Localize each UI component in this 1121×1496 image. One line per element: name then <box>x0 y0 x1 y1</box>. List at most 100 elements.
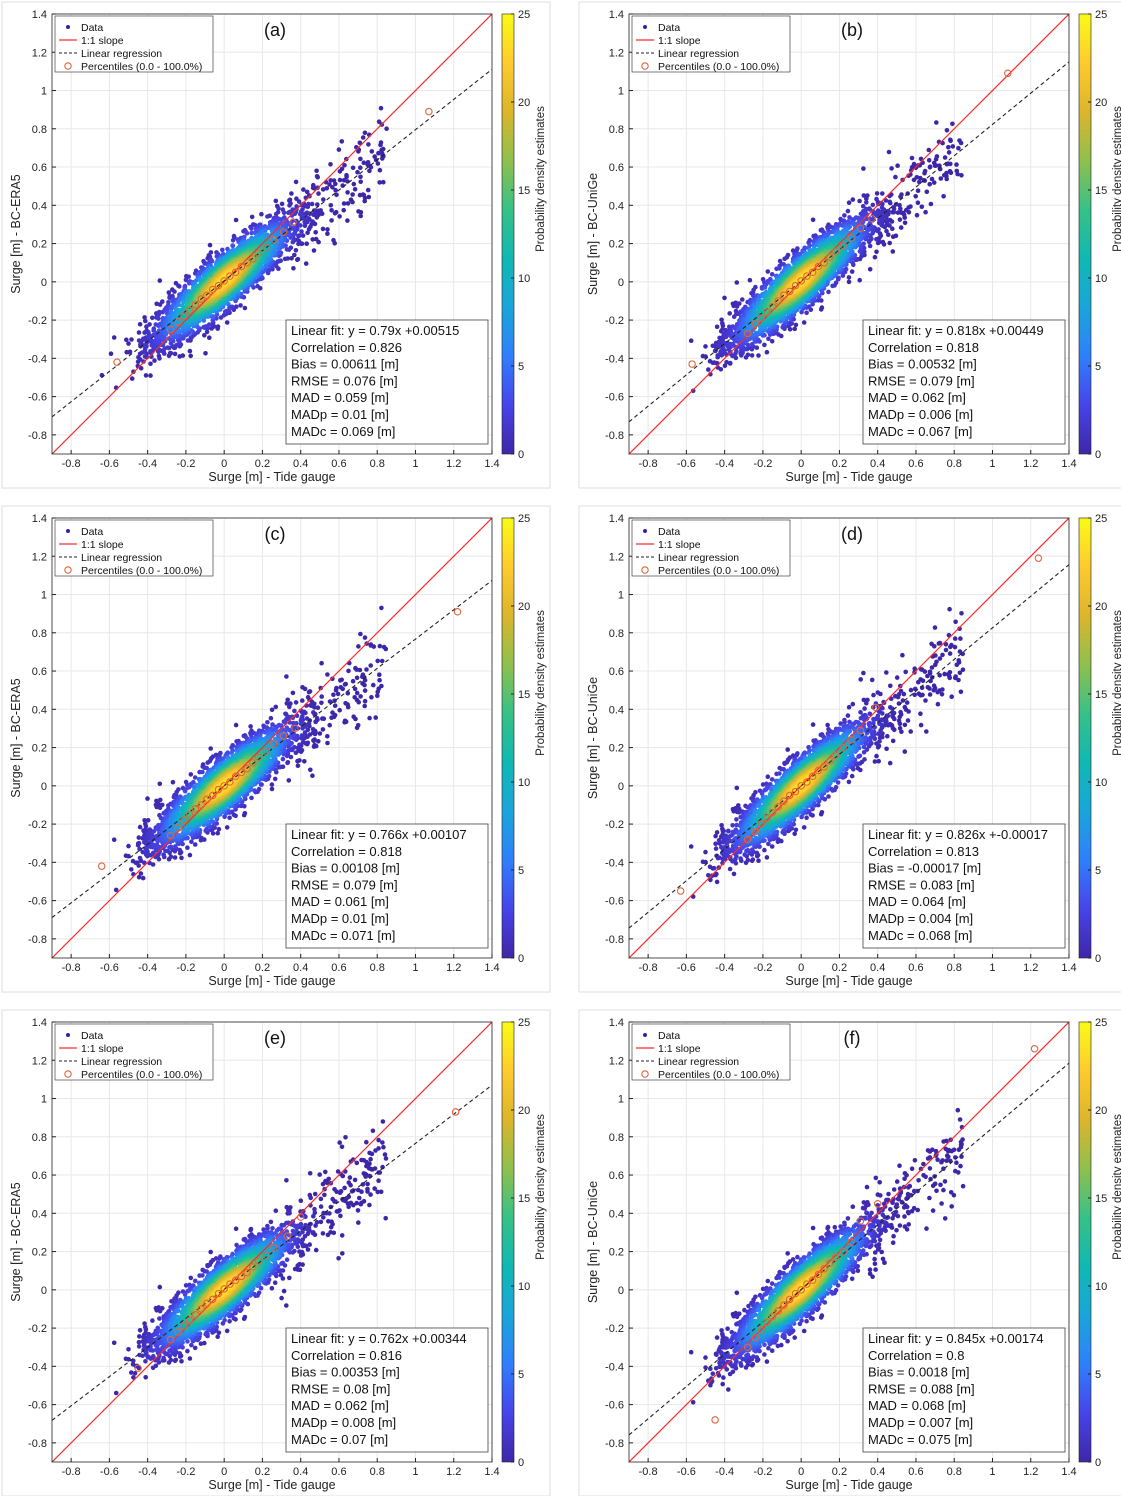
data-point <box>924 189 930 195</box>
data-point <box>298 211 303 217</box>
data-point <box>846 279 852 285</box>
data-point <box>365 187 371 193</box>
data-point <box>172 351 178 357</box>
y-tick-label: -0.6 <box>28 392 47 404</box>
data-point <box>143 373 149 378</box>
data-point <box>309 201 315 207</box>
data-point <box>784 254 790 260</box>
y-tick-label: 0.2 <box>32 239 47 251</box>
data-point <box>174 333 179 339</box>
data-point <box>337 169 343 174</box>
data-point <box>956 145 961 151</box>
data-point <box>278 217 284 222</box>
stats-box: Linear fit: y = 0.79x +0.00515Correlatio… <box>285 319 489 445</box>
data-point <box>284 247 290 252</box>
panel-title: (a) <box>264 20 286 40</box>
x-tick-label: 0.4 <box>293 458 308 470</box>
data-point <box>377 180 383 185</box>
data-point <box>242 305 248 311</box>
data-point <box>249 226 254 231</box>
data-point <box>233 217 239 223</box>
data-point <box>244 230 250 236</box>
data-point <box>141 359 146 364</box>
data-point <box>314 168 319 174</box>
data-point <box>801 320 807 325</box>
data-point <box>893 174 898 180</box>
data-point <box>378 142 383 148</box>
data-point <box>874 191 880 196</box>
data-point <box>263 263 269 268</box>
data-point <box>724 359 729 365</box>
data-point <box>793 322 799 328</box>
data-point <box>325 227 330 232</box>
data-point <box>234 304 239 310</box>
data-point <box>207 322 212 327</box>
data-point <box>857 198 862 204</box>
data-point <box>186 274 191 280</box>
stats-line: Bias = 0.00611 [m] <box>291 357 399 372</box>
data-point <box>267 213 273 218</box>
y-tick-label: -0.8 <box>28 430 47 442</box>
data-point <box>311 248 317 253</box>
data-point <box>215 324 221 329</box>
y-tick-label: 0.4 <box>32 200 47 212</box>
data-point <box>224 320 230 325</box>
data-point <box>166 336 171 341</box>
data-point <box>843 266 849 272</box>
data-point <box>889 166 894 171</box>
data-point <box>714 324 720 330</box>
data-point <box>888 200 893 206</box>
data-point <box>313 230 319 235</box>
data-point <box>165 345 170 350</box>
x-tick-label: 1 <box>412 458 418 470</box>
data-point <box>842 213 847 218</box>
data-point <box>330 185 335 190</box>
data-point <box>177 284 182 289</box>
data-point <box>357 140 363 146</box>
data-point <box>915 188 921 193</box>
data-point <box>292 252 297 258</box>
data-point <box>872 254 878 260</box>
colorbar-label: Probability density estimates <box>535 106 547 252</box>
data-point <box>357 192 363 198</box>
data-point <box>167 350 173 356</box>
data-point <box>762 342 767 348</box>
data-point <box>857 277 862 283</box>
data-point <box>769 339 775 344</box>
data-point <box>108 351 114 357</box>
data-point <box>923 209 928 215</box>
data-point <box>137 322 143 327</box>
data-point <box>148 349 153 354</box>
data-point <box>703 344 708 349</box>
data-point <box>895 163 900 168</box>
data-point <box>377 167 383 173</box>
data-point <box>148 373 153 378</box>
data-point <box>870 202 876 208</box>
data-point <box>938 176 944 181</box>
data-point <box>874 249 879 255</box>
data-point <box>131 369 136 375</box>
y-tick-label: 1 <box>41 86 47 98</box>
data-point <box>867 243 873 249</box>
data-point <box>177 354 182 359</box>
data-point <box>129 376 135 381</box>
data-point <box>871 212 876 218</box>
data-point <box>311 212 316 217</box>
x-tick-label: -0.2 <box>176 458 195 470</box>
data-point <box>341 201 347 206</box>
data-point <box>207 335 212 341</box>
data-point <box>157 302 163 307</box>
data-point <box>331 237 336 243</box>
y-tick-label: 1.2 <box>32 47 47 59</box>
data-point <box>378 105 384 111</box>
data-point <box>942 155 948 160</box>
data-point <box>850 197 856 202</box>
data-point <box>320 226 326 232</box>
data-point <box>350 165 356 171</box>
data-point <box>358 179 364 185</box>
data-point <box>886 149 892 155</box>
data-point <box>291 266 296 271</box>
data-point <box>181 295 186 300</box>
data-point <box>172 289 177 294</box>
